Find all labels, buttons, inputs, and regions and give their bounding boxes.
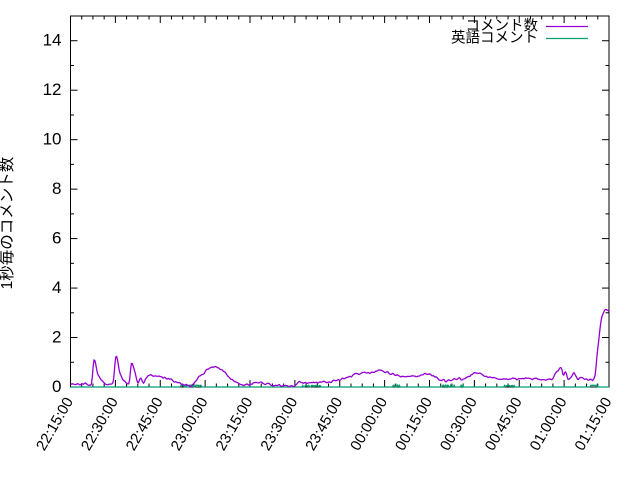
svg-text:2: 2 <box>52 328 61 347</box>
svg-text:英語コメント: 英語コメント <box>451 29 538 47</box>
svg-text:0: 0 <box>52 377 61 396</box>
svg-text:12: 12 <box>43 80 62 99</box>
svg-text:8: 8 <box>52 179 61 198</box>
svg-text:14: 14 <box>43 31 62 50</box>
svg-text:4: 4 <box>52 278 61 297</box>
svg-text:6: 6 <box>52 229 61 248</box>
svg-text:10: 10 <box>43 130 62 149</box>
svg-text:1秒毎のコメント数: 1秒毎のコメント数 <box>0 156 16 289</box>
